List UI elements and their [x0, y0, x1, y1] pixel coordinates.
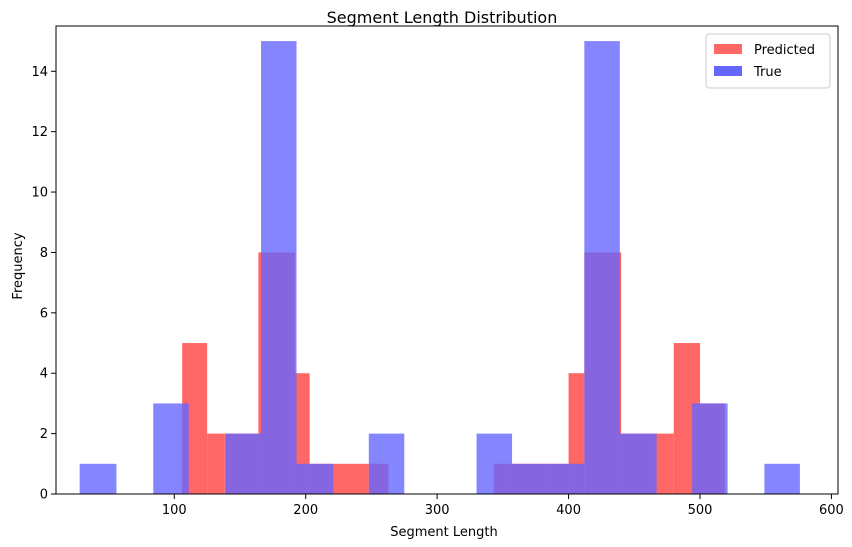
y-tick-label: 14 [31, 65, 48, 80]
y-tick-label: 10 [31, 186, 48, 201]
bar-true [79, 463, 117, 494]
x-tick-label: 500 [688, 503, 713, 518]
bar-predicted [207, 433, 225, 494]
y-tick-label: 4 [40, 367, 48, 382]
plot-frame [55, 25, 839, 495]
x-axis-label: Segment Length [390, 525, 497, 540]
y-axis-label: Frequency [11, 232, 26, 299]
bar-true [225, 433, 262, 494]
x-tick-label: 300 [425, 503, 450, 518]
x-tick-label: 100 [162, 503, 187, 518]
y-tick-label: 12 [31, 125, 48, 140]
legend-label-predicted: Predicted [754, 43, 815, 58]
bar-true [548, 463, 585, 494]
bar-predicted [568, 373, 585, 494]
y-tick-label: 0 [40, 488, 48, 503]
bar-predicted [332, 463, 369, 494]
bar-true [764, 463, 800, 494]
bar-true [512, 463, 549, 494]
bar-predicted [655, 433, 674, 494]
legend-label-true: True [753, 65, 782, 80]
bar-true [476, 433, 513, 494]
x-tick-label: 600 [819, 503, 844, 518]
y-tick-label: 6 [40, 306, 48, 321]
y-tick-label: 8 [40, 246, 48, 261]
bar-true [296, 463, 334, 494]
bar-true [261, 41, 297, 494]
legend-swatch-true [714, 66, 742, 76]
bar-predicted [295, 373, 310, 494]
legend-swatch-predicted [714, 44, 742, 54]
bar-true [619, 433, 657, 494]
series-true [79, 41, 800, 494]
y-tick-label: 2 [40, 427, 48, 442]
legend: Predicted True [705, 33, 831, 89]
bar-true [692, 403, 728, 494]
x-ticks: 100 200 300 400 500 600 [162, 494, 844, 518]
x-tick-label: 200 [293, 503, 318, 518]
bar-true [584, 41, 620, 494]
y-ticks: 0 2 4 6 8 10 12 14 [31, 65, 56, 503]
chart-title: Segment Length Distribution [327, 8, 558, 27]
bar-true [153, 403, 189, 494]
x-tick-label: 400 [556, 503, 581, 518]
bars-layer [79, 41, 800, 494]
bar-true [368, 433, 405, 494]
